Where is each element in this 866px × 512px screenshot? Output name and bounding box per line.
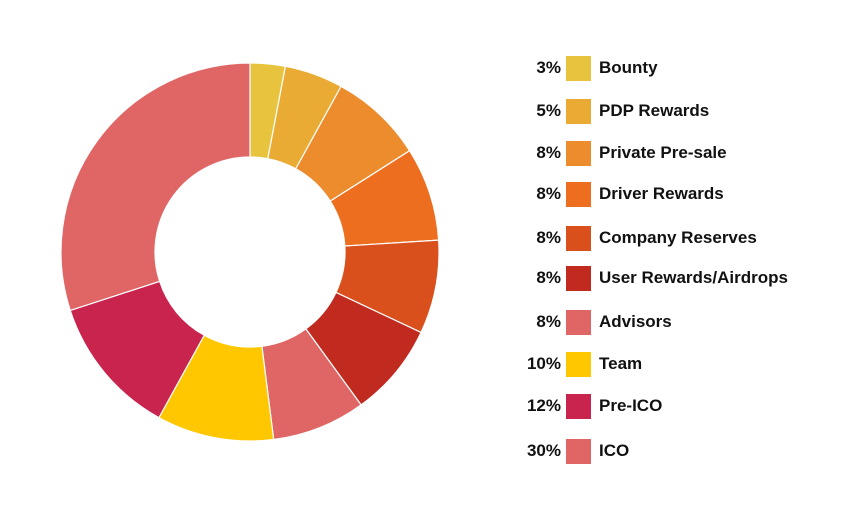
legend-swatch [566, 182, 591, 207]
legend-item-private-pre-sale: 8% Private Pre-sale [500, 139, 866, 167]
legend-label: Pre-ICO [599, 396, 663, 415]
legend-percentage: 12% [526, 396, 561, 415]
legend-swatch [566, 439, 591, 464]
chart-legend: 3% Bounty 5% PDP Rewards 8% Private Pre-sale 8… [500, 0, 866, 507]
legend-swatch [566, 141, 591, 166]
legend-label: Company Reserves [599, 228, 757, 247]
donut-chart-area [60, 62, 440, 442]
legend-swatch [566, 99, 591, 124]
donut-slice-ico [60, 62, 251, 312]
legend-label: Driver Rewards [599, 184, 724, 203]
legend-swatch [566, 266, 591, 291]
legend-label: Private Pre-sale [599, 143, 727, 162]
legend-percentage: 5% [536, 101, 561, 120]
legend-percentage: 8% [536, 143, 561, 162]
legend-label: ICO [599, 441, 630, 460]
legend-swatch [566, 310, 591, 335]
legend-item-ico: 30% ICO [500, 437, 866, 465]
legend-swatch [566, 226, 591, 251]
legend-label: Bounty [599, 58, 658, 77]
legend-swatch [566, 352, 591, 377]
legend-item-pre-ico: 12% Pre-ICO [500, 392, 866, 420]
legend-item-bounty: 3% Bounty [500, 54, 866, 82]
legend-item-driver-rewards: 8% Driver Rewards [500, 180, 866, 208]
legend-label: Team [599, 354, 643, 373]
legend-item-team: 10% Team [500, 350, 866, 378]
legend-item-pdp-rewards: 5% PDP Rewards [500, 97, 866, 125]
legend-swatch [566, 394, 591, 419]
legend-percentage: 8% [536, 268, 561, 287]
legend-percentage: 3% [536, 58, 561, 77]
legend-item-user-rewards-airdrops: 8% User Rewards/Airdrops [500, 264, 866, 292]
donut-chart [60, 62, 440, 442]
legend-label: User Rewards/Airdrops [599, 268, 788, 287]
legend-swatch [566, 56, 591, 81]
legend-item-advisors: 8% Advisors [500, 308, 866, 336]
legend-percentage: 8% [536, 312, 561, 331]
legend-percentage: 8% [536, 228, 561, 247]
legend-label: PDP Rewards [599, 101, 710, 120]
legend-percentage: 10% [526, 354, 561, 373]
legend-percentage: 8% [536, 184, 561, 203]
legend-item-company-reserves: 8% Company Reserves [500, 224, 866, 252]
legend-label: Advisors [599, 312, 672, 331]
legend-percentage: 30% [526, 441, 561, 460]
